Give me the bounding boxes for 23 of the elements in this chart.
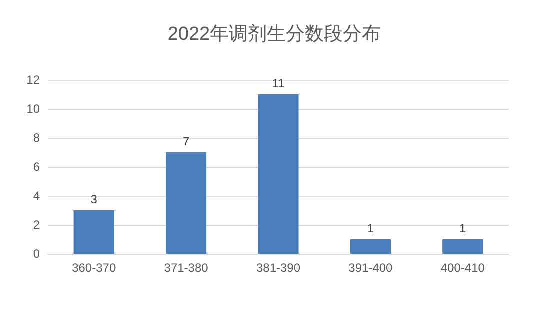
x-tick-label: 360-370 [72,261,116,275]
bar [442,240,484,254]
data-label: 7 [182,134,190,148]
bar [258,94,299,254]
y-tick-label: 4 [33,189,40,203]
x-tick-label: 391-400 [348,261,394,275]
bar [350,240,391,254]
y-tick-label: 6 [33,160,40,174]
data-label: 1 [367,222,374,236]
bar [74,210,114,254]
data-label: 1 [460,222,467,236]
y-tick-label: 10 [26,102,40,116]
x-tick-label: 381-390 [256,261,301,275]
data-label: 11 [272,76,286,90]
y-tick-label: 2 [33,218,40,232]
y-tick-label: 8 [33,131,40,145]
y-tick-label: 12 [26,73,40,87]
x-tick-label: 371-380 [164,261,209,275]
x-tick-label: 400-410 [440,261,486,275]
bar [166,152,207,254]
chart-title: 2022年调剂生分数段分布 [168,23,382,45]
y-tick-label: 0 [33,247,40,261]
data-label: 3 [90,192,98,206]
